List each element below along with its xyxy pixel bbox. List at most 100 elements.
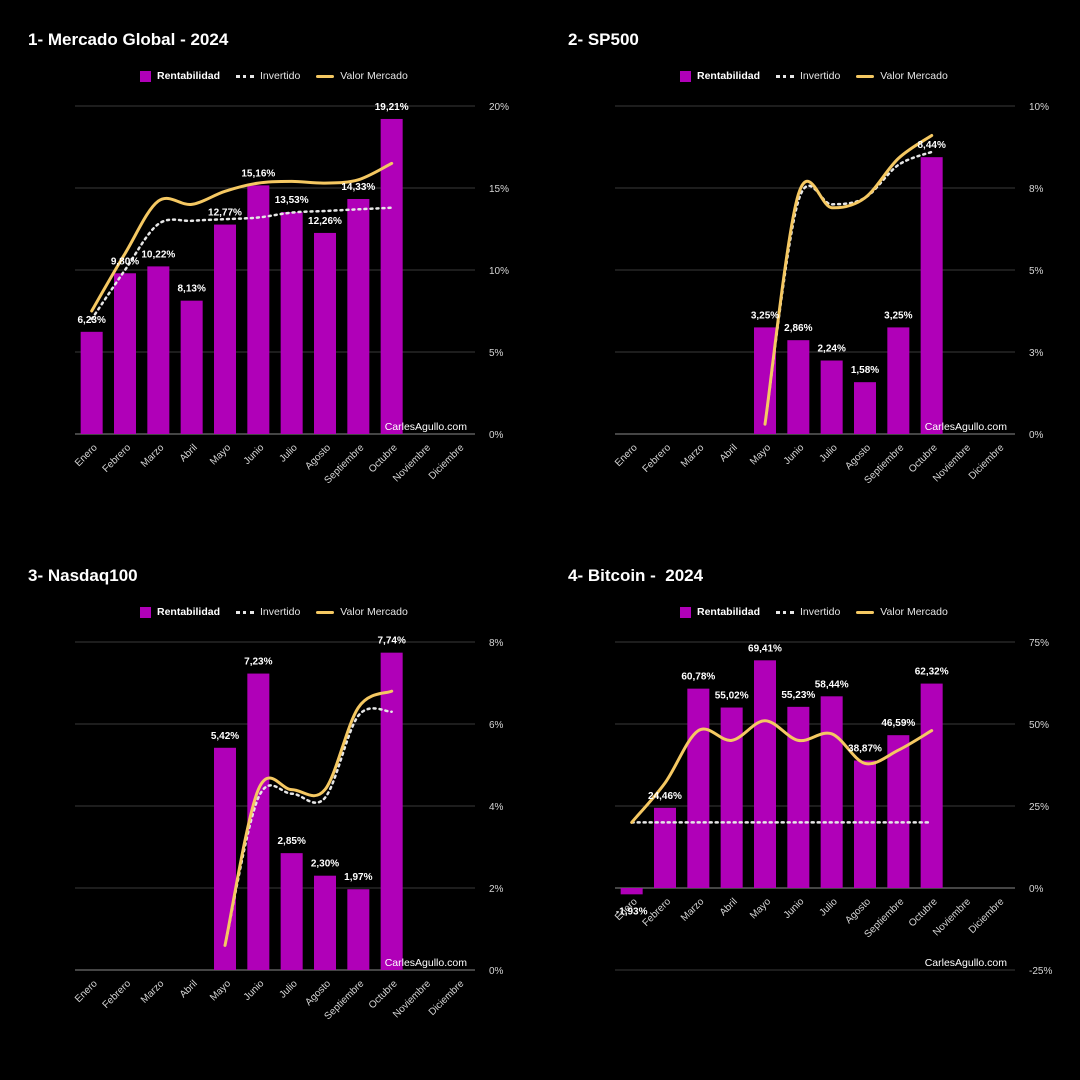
y-tick-label: 10% bbox=[489, 266, 509, 277]
bar[interactable] bbox=[347, 889, 370, 970]
data-label: 8,13% bbox=[177, 284, 205, 295]
x-tick-label: Febrero bbox=[101, 442, 134, 475]
legend-line-swatch bbox=[316, 74, 335, 78]
panel-bitcoin: 4- Bitcoin - 2024 Rentabilidad Invertido… bbox=[540, 536, 1080, 1076]
bar[interactable] bbox=[820, 696, 843, 888]
y-tick-label: 0% bbox=[489, 966, 504, 977]
bar[interactable] bbox=[920, 157, 943, 434]
bar[interactable] bbox=[314, 232, 336, 434]
bar[interactable] bbox=[247, 185, 270, 434]
legend-dotted-swatch bbox=[776, 74, 795, 78]
y-tick-label: 6% bbox=[489, 720, 504, 731]
data-label: 38,87% bbox=[848, 744, 882, 755]
legend-label: Invertido bbox=[800, 606, 841, 618]
bar[interactable] bbox=[347, 198, 370, 434]
bar[interactable] bbox=[887, 735, 910, 888]
chart-svg: 0% 3% 5% 8% 10% Enero Febrero Marzo Abril Mayo Jun… bbox=[613, 102, 1049, 486]
data-label: 3,25% bbox=[884, 310, 912, 321]
x-tick-label: Agosto bbox=[303, 442, 333, 472]
bar[interactable] bbox=[820, 360, 843, 434]
y-tick-label: 0% bbox=[1029, 430, 1044, 441]
legend-label: Valor Mercado bbox=[340, 70, 408, 82]
bar[interactable] bbox=[214, 224, 236, 434]
x-tick-label: Marzo bbox=[679, 442, 707, 470]
legend[interactable]: Rentabilidad Invertido Valor Mercado bbox=[680, 68, 964, 84]
bar[interactable] bbox=[720, 707, 743, 888]
series-line-valor-mercado bbox=[763, 134, 934, 426]
legend-item-valor-mercado[interactable]: Valor Mercado bbox=[856, 606, 948, 618]
watermark: CarlesAgullo.com bbox=[385, 421, 468, 433]
legend-item-invertido[interactable]: Invertido bbox=[236, 606, 300, 618]
bar[interactable] bbox=[114, 273, 136, 434]
legend[interactable]: Rentabilidad Invertido Valor Mercado bbox=[680, 604, 964, 620]
bar[interactable] bbox=[180, 300, 203, 434]
legend[interactable]: Rentabilidad Invertido Valor Mercado bbox=[140, 68, 424, 84]
bar[interactable] bbox=[380, 118, 403, 435]
bar[interactable] bbox=[80, 331, 103, 434]
x-tick-label: Junio bbox=[782, 896, 807, 921]
data-label: 12,26% bbox=[308, 216, 342, 227]
y-tick-label: 20% bbox=[489, 102, 509, 113]
bar[interactable] bbox=[280, 212, 303, 434]
legend[interactable]: Rentabilidad Invertido Valor Mercado bbox=[140, 604, 424, 620]
chart-title: 4- Bitcoin - 2024 bbox=[568, 566, 704, 585]
data-label: 1,97% bbox=[344, 872, 372, 883]
x-tick-label: Enero bbox=[73, 442, 100, 469]
x-tick-label: Mayo bbox=[208, 442, 233, 467]
legend-item-invertido[interactable]: Invertido bbox=[776, 606, 840, 618]
data-label: 69,41% bbox=[748, 643, 782, 654]
legend-item-valor-mercado[interactable]: Valor Mercado bbox=[316, 70, 408, 82]
y-tick-label: 50% bbox=[1029, 720, 1049, 731]
legend-item-valor-mercado[interactable]: Valor Mercado bbox=[316, 606, 408, 618]
legend-item-rentabilidad[interactable]: Rentabilidad bbox=[680, 606, 760, 618]
bar[interactable] bbox=[654, 807, 676, 888]
chart-svg: 0% 2% 4% 6% 8% Enero Febrero Marzo Abril Mayo Juni… bbox=[73, 636, 504, 1023]
bar[interactable] bbox=[754, 660, 776, 888]
data-label: 2,85% bbox=[277, 836, 305, 847]
bar[interactable] bbox=[214, 747, 236, 970]
y-tick-label: 75% bbox=[1029, 638, 1049, 649]
bar[interactable] bbox=[620, 888, 643, 895]
x-tick-label: Agosto bbox=[303, 978, 333, 1008]
bar[interactable] bbox=[787, 340, 810, 434]
bar[interactable] bbox=[247, 673, 270, 970]
chart-svg: 0% 5% 10% 15% 20% Enero Febrero Marzo Abril Mayo J… bbox=[73, 102, 509, 486]
x-tick-label: Diciembre bbox=[427, 442, 467, 482]
y-tick-label: 4% bbox=[489, 802, 504, 813]
legend-item-rentabilidad[interactable]: Rentabilidad bbox=[140, 70, 220, 82]
x-tick-label: Febrero bbox=[101, 978, 134, 1011]
legend-bar-swatch bbox=[140, 606, 151, 618]
legend-item-rentabilidad[interactable]: Rentabilidad bbox=[680, 70, 760, 82]
x-tick-label: Agosto bbox=[843, 896, 873, 926]
legend-label: Invertido bbox=[800, 70, 841, 82]
x-tick-label: Mayo bbox=[208, 978, 233, 1003]
x-tick-label: Febrero bbox=[641, 442, 674, 475]
panel-nasdaq: 3- Nasdaq100 Rentabilidad Invertido Valo… bbox=[0, 536, 540, 1076]
x-tick-label: Abril bbox=[178, 978, 200, 1000]
legend-item-invertido[interactable]: Invertido bbox=[776, 70, 840, 82]
legend-item-invertido[interactable]: Invertido bbox=[236, 70, 300, 82]
legend-label: Valor Mercado bbox=[880, 70, 948, 82]
bar[interactable] bbox=[754, 327, 776, 434]
data-label: 8,44% bbox=[917, 140, 945, 151]
bar[interactable] bbox=[314, 875, 336, 970]
bar[interactable] bbox=[687, 688, 710, 888]
bar[interactable] bbox=[887, 327, 910, 434]
x-tick-label: Enero bbox=[613, 442, 640, 469]
legend-item-valor-mercado[interactable]: Valor Mercado bbox=[856, 70, 948, 82]
legend-dotted-swatch bbox=[776, 610, 795, 614]
bar[interactable] bbox=[380, 652, 403, 970]
legend-label: Invertido bbox=[260, 70, 301, 82]
data-label: 13,53% bbox=[275, 195, 309, 206]
bar[interactable] bbox=[280, 853, 303, 970]
bar[interactable] bbox=[854, 760, 876, 888]
data-label: 9,80% bbox=[111, 256, 139, 267]
data-label: 1,58% bbox=[851, 365, 879, 376]
bar[interactable] bbox=[787, 706, 810, 888]
bar[interactable] bbox=[920, 683, 943, 888]
legend-item-rentabilidad[interactable]: Rentabilidad bbox=[140, 606, 220, 618]
bar[interactable] bbox=[854, 382, 876, 434]
bar[interactable] bbox=[147, 266, 170, 434]
y-tick-label: 2% bbox=[489, 884, 504, 895]
